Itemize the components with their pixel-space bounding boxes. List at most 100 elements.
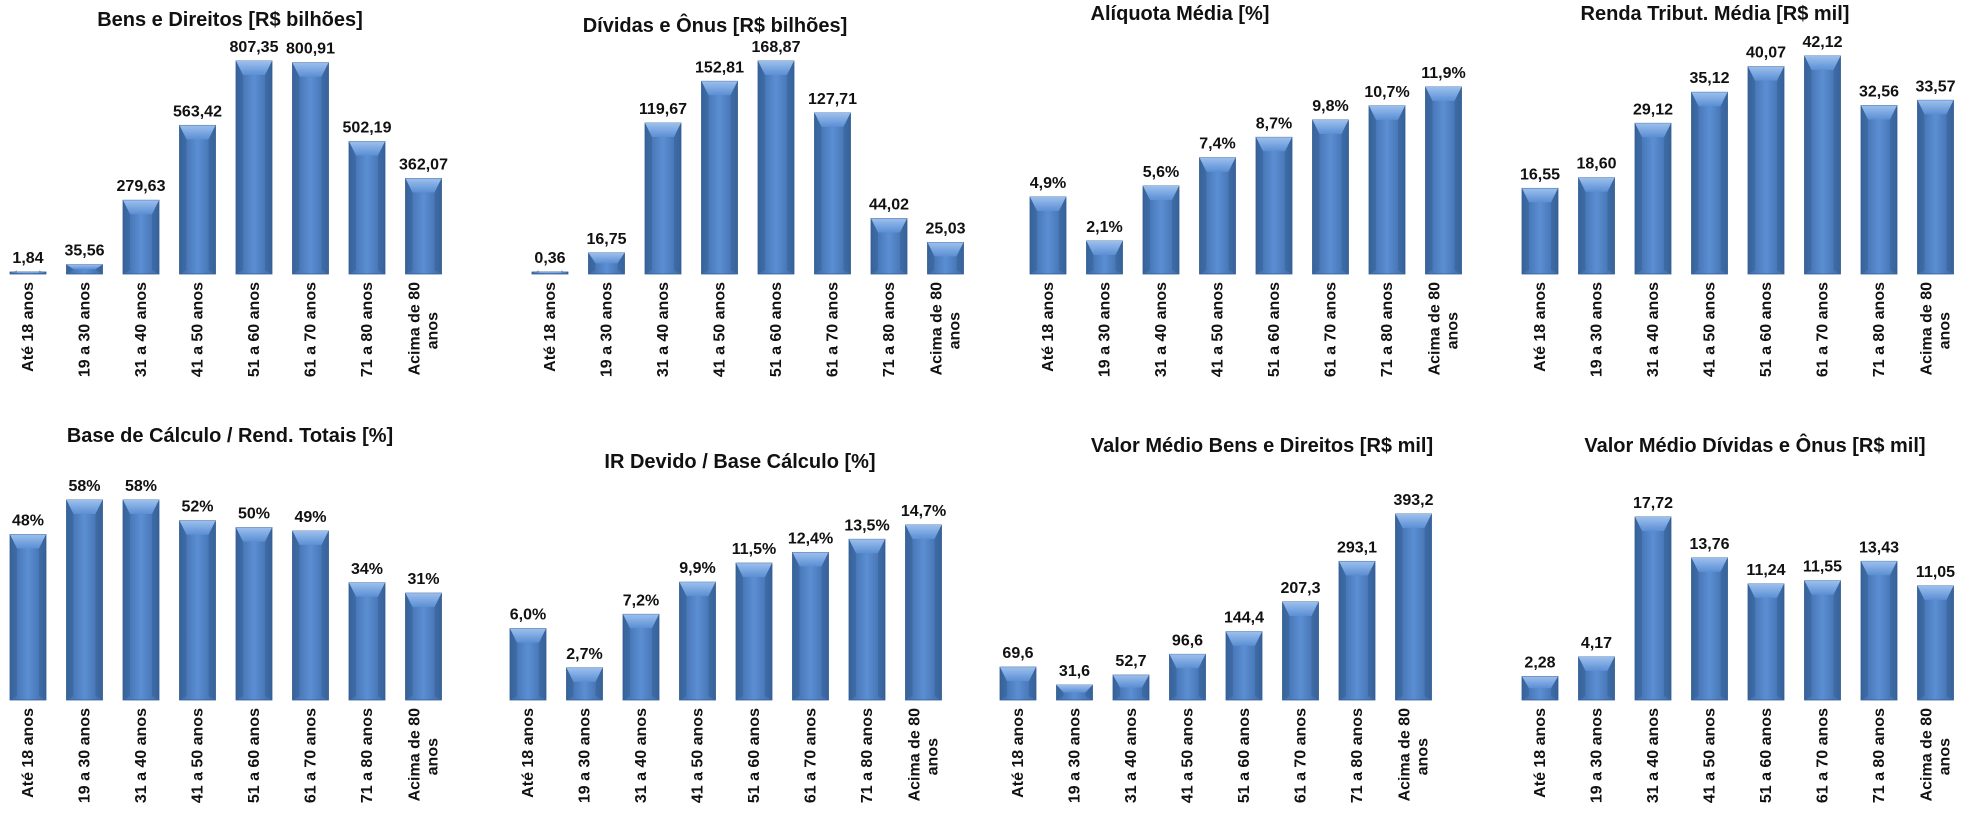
category-label: Até 18 anos xyxy=(1010,708,1027,798)
bar xyxy=(870,218,908,275)
category-label: 19 a 30 anos xyxy=(77,282,94,377)
data-label: 31,6 xyxy=(1059,663,1090,680)
category-label: Até 18 anos xyxy=(1532,282,1549,372)
data-label: 52% xyxy=(181,499,213,516)
category-label: 31 a 40 anos xyxy=(133,708,150,803)
chart-title: Valor Médio Dívidas e Ônus [R$ mil] xyxy=(1584,433,1925,457)
bar xyxy=(1578,177,1615,275)
data-label: 5,6% xyxy=(1143,164,1179,181)
data-label: 8,7% xyxy=(1256,115,1292,132)
category-label: Acima de 80anos xyxy=(907,708,942,801)
data-label: 13,76 xyxy=(1689,536,1729,553)
bar xyxy=(848,538,886,701)
chart-title: Base de Cálculo / Rend. Totais [%] xyxy=(67,425,393,447)
category-label: 19 a 30 anos xyxy=(1589,282,1606,377)
data-label: 12,4% xyxy=(788,530,833,547)
data-label: 4,17 xyxy=(1581,635,1612,652)
category-label: 61 a 70 anos xyxy=(1323,282,1340,377)
data-label: 42,12 xyxy=(1802,34,1842,51)
data-label: 25,03 xyxy=(925,220,965,237)
chart-panel-5: Base de Cálculo / Rend. Totais [%] 48% Até… xyxy=(9,425,442,803)
category-label: 19 a 30 anos xyxy=(599,282,616,377)
bar xyxy=(1225,631,1263,701)
category-label: 41 a 50 anos xyxy=(712,282,729,377)
data-label: 207,3 xyxy=(1280,580,1320,597)
data-label: 502,19 xyxy=(343,120,392,137)
category-label: 61 a 70 anos xyxy=(803,708,820,803)
data-label: 11,24 xyxy=(1746,562,1785,579)
category-label: Até 18 anos xyxy=(20,708,37,798)
category-label: 19 a 30 anos xyxy=(1097,282,1114,377)
data-label: 18,60 xyxy=(1576,156,1616,173)
bar xyxy=(1691,557,1728,701)
bar xyxy=(66,499,103,701)
category-label: Até 18 anos xyxy=(1040,282,1057,372)
category-label: 51 a 60 anos xyxy=(246,708,263,803)
data-label: 35,12 xyxy=(1689,70,1729,87)
category-label: Acima de 80anos xyxy=(929,282,964,375)
category-label: Até 18 anos xyxy=(1532,708,1549,798)
category-label: 51 a 60 anos xyxy=(1758,282,1775,377)
data-label: 10,7% xyxy=(1364,84,1409,101)
bar xyxy=(179,520,216,701)
bar xyxy=(1142,185,1180,275)
category-label: 41 a 50 anos xyxy=(1210,282,1227,377)
category-label: 41 a 50 anos xyxy=(1702,282,1719,377)
category-label: 31 a 40 anos xyxy=(1153,282,1170,377)
category-label: 61 a 70 anos xyxy=(1815,708,1832,803)
bar xyxy=(1112,674,1150,701)
data-label: 16,75 xyxy=(586,231,626,248)
data-label: 49% xyxy=(294,509,326,526)
category-label: 71 a 80 anos xyxy=(859,708,876,803)
data-label: 2,7% xyxy=(566,646,602,663)
data-label: 11,55 xyxy=(1803,559,1842,576)
bar xyxy=(1917,585,1954,701)
data-label: 35,56 xyxy=(64,243,104,260)
bar xyxy=(1029,196,1067,275)
chart-panel-1: Bens e Direitos [R$ bilhões] 1,84 Até 18 a… xyxy=(9,9,448,377)
category-label: Acima de 80anos xyxy=(1919,708,1954,801)
data-label: 52,7 xyxy=(1115,653,1146,670)
bar xyxy=(1199,157,1236,275)
category-label: 71 a 80 anos xyxy=(1871,282,1888,377)
bar xyxy=(1860,560,1898,701)
category-label: 51 a 60 anos xyxy=(1266,282,1283,377)
category-label: Até 18 anos xyxy=(20,282,37,372)
bar xyxy=(1312,119,1349,275)
data-label: 144,4 xyxy=(1224,610,1264,627)
bar xyxy=(1368,105,1406,275)
bar xyxy=(588,252,625,275)
bar xyxy=(644,122,682,275)
category-label: Acima de 80anos xyxy=(1919,282,1954,375)
data-label: 34% xyxy=(351,561,383,578)
data-label: 13,43 xyxy=(1859,539,1899,556)
data-label: 6,0% xyxy=(510,607,546,624)
chart-title: Renda Tribut. Média [R$ mil] xyxy=(1581,3,1850,25)
category-label: 51 a 60 anos xyxy=(1236,708,1253,803)
category-label: 31 a 40 anos xyxy=(655,282,672,377)
chart-title: IR Devido / Base Cálculo [%] xyxy=(604,451,875,473)
data-label: 32,56 xyxy=(1859,83,1899,100)
category-label: Acima de 80anos xyxy=(1397,708,1432,801)
bar xyxy=(1169,653,1206,701)
chart-panel-2: Dívidas e Ônus [R$ bilhões] 0,36 Até 18 an… xyxy=(531,13,966,377)
bar xyxy=(1255,136,1293,275)
bar xyxy=(1634,516,1672,701)
data-label: 44,02 xyxy=(869,196,909,213)
category-label: 31 a 40 anos xyxy=(1123,708,1140,803)
data-label: 11,5% xyxy=(732,541,776,558)
category-label: 61 a 70 anos xyxy=(1815,282,1832,377)
category-label: 61 a 70 anos xyxy=(825,282,842,377)
bar xyxy=(1395,513,1432,701)
chart-title: Valor Médio Bens e Direitos [R$ mil] xyxy=(1091,435,1433,457)
data-label: 563,42 xyxy=(173,103,222,120)
bar xyxy=(792,551,829,701)
category-label: 19 a 30 anos xyxy=(1589,708,1606,803)
bar xyxy=(1804,580,1841,701)
data-label: 4,9% xyxy=(1030,175,1066,192)
category-label: 71 a 80 anos xyxy=(1349,708,1366,803)
bar xyxy=(122,499,160,701)
data-label: 119,67 xyxy=(639,101,687,118)
chart-title: Bens e Direitos [R$ bilhões] xyxy=(97,9,363,31)
